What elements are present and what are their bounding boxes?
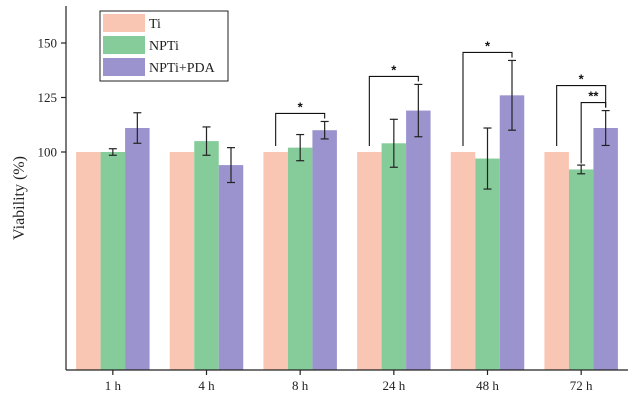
bar <box>169 152 195 370</box>
x-tick-label: 4 h <box>198 378 215 393</box>
bar <box>312 130 337 370</box>
bar <box>499 95 525 370</box>
significance-bracket <box>556 85 607 146</box>
bar <box>568 169 594 370</box>
bar <box>450 152 476 370</box>
x-tick-label: 72 h <box>570 378 593 393</box>
y-tick-label: 100 <box>38 145 58 160</box>
bar <box>475 158 500 370</box>
bar <box>100 152 126 370</box>
x-tick-label: 48 h <box>476 378 499 393</box>
bar <box>406 110 431 370</box>
legend-swatch <box>103 14 145 32</box>
y-axis-title: Viability (%) <box>11 156 28 240</box>
error-bars-layer <box>108 59 610 190</box>
bar <box>593 128 618 370</box>
significance-label: * <box>579 72 585 87</box>
bar <box>263 152 288 370</box>
y-tick-label: 125 <box>38 90 58 105</box>
bars-layer <box>76 95 618 370</box>
legend-swatch <box>103 58 145 76</box>
bar <box>357 152 382 370</box>
significance-layer: ****** <box>275 38 607 164</box>
bar <box>76 152 101 370</box>
legend-label: NPTi <box>149 39 179 54</box>
y-tick-label: 150 <box>38 36 58 51</box>
legend-swatch <box>103 36 145 54</box>
legend: Ti NPTi NPTi+PDA <box>99 10 229 82</box>
significance-label: * <box>298 99 304 114</box>
significance-bracket <box>275 112 326 146</box>
significance-label: * <box>391 62 397 77</box>
bar <box>125 128 150 370</box>
significance-label: * <box>485 38 491 53</box>
significance-bracket <box>580 102 607 164</box>
bar <box>544 152 569 370</box>
legend-label: NPTi+PDA <box>149 61 216 76</box>
significance-label: ** <box>588 89 599 104</box>
legend-label: Ti <box>149 17 161 32</box>
axes-layer: 100 125 150 1 h 4 h 8 h 24 h 48 h 72 h <box>38 6 628 393</box>
significance-bracket <box>462 51 513 146</box>
x-tick-label: 24 h <box>382 378 405 393</box>
bar <box>194 141 219 370</box>
x-tick-label: 8 h <box>292 378 309 393</box>
significance-bracket <box>368 75 419 146</box>
x-tick-label: 1 h <box>105 378 122 393</box>
bar <box>381 143 407 370</box>
bar <box>218 165 244 370</box>
bar <box>287 147 313 370</box>
